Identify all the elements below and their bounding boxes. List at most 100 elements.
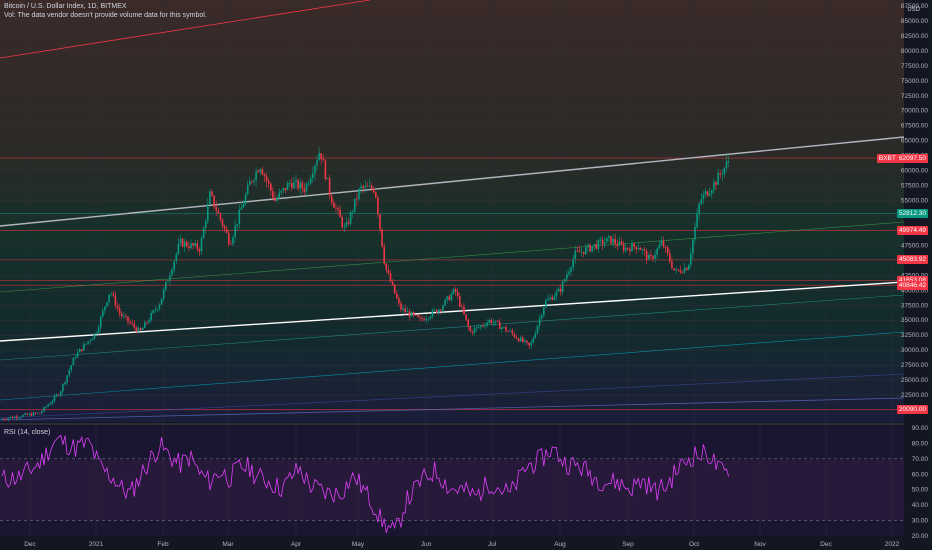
candle-body (627, 247, 629, 249)
candle-body (312, 173, 314, 179)
candle-body (660, 240, 663, 246)
rsi-axis-tick: 30.00 (912, 518, 929, 525)
price-axis-tick: 35000.00 (901, 317, 928, 324)
candle-body (221, 219, 224, 227)
candle-body (280, 190, 283, 193)
candle-body (217, 210, 220, 214)
candle-body (251, 181, 253, 183)
candle-body (519, 337, 522, 342)
candle-body (200, 238, 203, 252)
candle-body (545, 300, 547, 308)
time-axis-tick: 2022 (885, 541, 900, 548)
time-axis[interactable]: Dec 2021 Feb Mar Apr May Jun Jul Aug Sep Oct Nov Dec… (24, 541, 899, 548)
candle-body (549, 297, 551, 299)
candle-body (318, 153, 320, 161)
rsi-axis-tick: 90.00 (912, 425, 929, 432)
candle-body (654, 254, 656, 259)
candle-body (496, 320, 499, 322)
candle-body (534, 333, 537, 339)
candle-body (343, 226, 346, 228)
candle-body (188, 246, 190, 248)
time-axis-tick: Oct (689, 541, 699, 548)
candle-body (711, 190, 713, 194)
candle-body (482, 325, 484, 327)
candle-body (633, 243, 635, 247)
price-axis-tick: 27500.00 (901, 362, 928, 369)
candle-body (9, 416, 12, 419)
candle-body (690, 253, 692, 265)
trend-lines[interactable] (0, 0, 905, 421)
price-axis-tick: 85000.00 (901, 18, 928, 25)
time-axis-tick: Dec (24, 541, 36, 548)
rsi-label[interactable]: RSI (14, close) (4, 429, 51, 436)
price-axis-tick: 60000.00 (901, 168, 928, 175)
candle-body (297, 180, 299, 189)
red-fan-line (0, 0, 371, 59)
candle-body (32, 412, 35, 416)
symbol-title[interactable]: Bitcoin / U.S. Dollar Index, 1D, BITMEX (4, 3, 127, 10)
candle-body (87, 341, 89, 344)
candle-body (402, 308, 404, 310)
currency-label[interactable]: USD (907, 7, 920, 13)
candle-body (438, 309, 440, 313)
candle-body (414, 314, 417, 316)
candle-body (706, 191, 709, 196)
candle-body (494, 320, 497, 323)
upper-trendline (0, 136, 905, 227)
candle-body (169, 275, 171, 281)
candle-body (687, 265, 690, 271)
candle-body (24, 413, 26, 415)
grid-lines (0, 0, 904, 536)
candle-body (469, 326, 472, 332)
candle-body (492, 322, 495, 324)
candle-body (700, 199, 703, 204)
candle-body (522, 337, 524, 342)
fan-line (0, 331, 905, 401)
price-tag-label: BXBT 62097.50 (876, 153, 928, 163)
candle-body (440, 309, 442, 311)
price-axis-tick: 80000.00 (901, 48, 928, 55)
time-axis-tick: Nov (754, 541, 766, 548)
price-tag-value: 52812.30 (898, 210, 926, 218)
candle-body (612, 238, 614, 244)
candle-body (18, 417, 20, 419)
candle-body (372, 188, 375, 193)
candle-body (278, 192, 280, 199)
candle-body (572, 258, 574, 268)
candle-body (123, 315, 125, 317)
candle-body (383, 246, 385, 264)
candle-body (568, 271, 570, 275)
time-axis-tick: Mar (222, 541, 234, 548)
rsi-axis-tick: 20.00 (912, 533, 929, 540)
candle-body (408, 311, 411, 317)
lower-trendline (0, 281, 905, 342)
candle-body (356, 198, 358, 200)
candle-body (454, 289, 457, 292)
candle-body (85, 343, 87, 345)
candle-body (181, 238, 184, 247)
candle-body (708, 193, 711, 196)
candle-body (629, 248, 631, 252)
candle-body (551, 297, 553, 300)
candle-body (450, 294, 453, 301)
candle-body (511, 330, 514, 334)
rsi-axis-tick: 70.00 (912, 456, 929, 463)
candle-body (532, 338, 535, 343)
candle-body (276, 198, 278, 201)
rsi-axis[interactable]: 90.00 80.00 70.00 60.00 50.00 40.00 30.00 20.00 (912, 425, 929, 540)
candle-body (498, 321, 501, 329)
candle-body (599, 239, 602, 241)
candle-body (60, 391, 62, 396)
candle-body (274, 197, 276, 201)
candle-body (301, 182, 304, 189)
candle-body (131, 322, 133, 324)
candle-body (379, 214, 381, 229)
candle-body (417, 314, 419, 318)
candle-body (267, 180, 270, 184)
fan-line (0, 294, 905, 361)
candle-body (540, 315, 543, 319)
candle-body (473, 328, 476, 333)
candle-body (339, 209, 341, 218)
candle-body (13, 416, 16, 419)
